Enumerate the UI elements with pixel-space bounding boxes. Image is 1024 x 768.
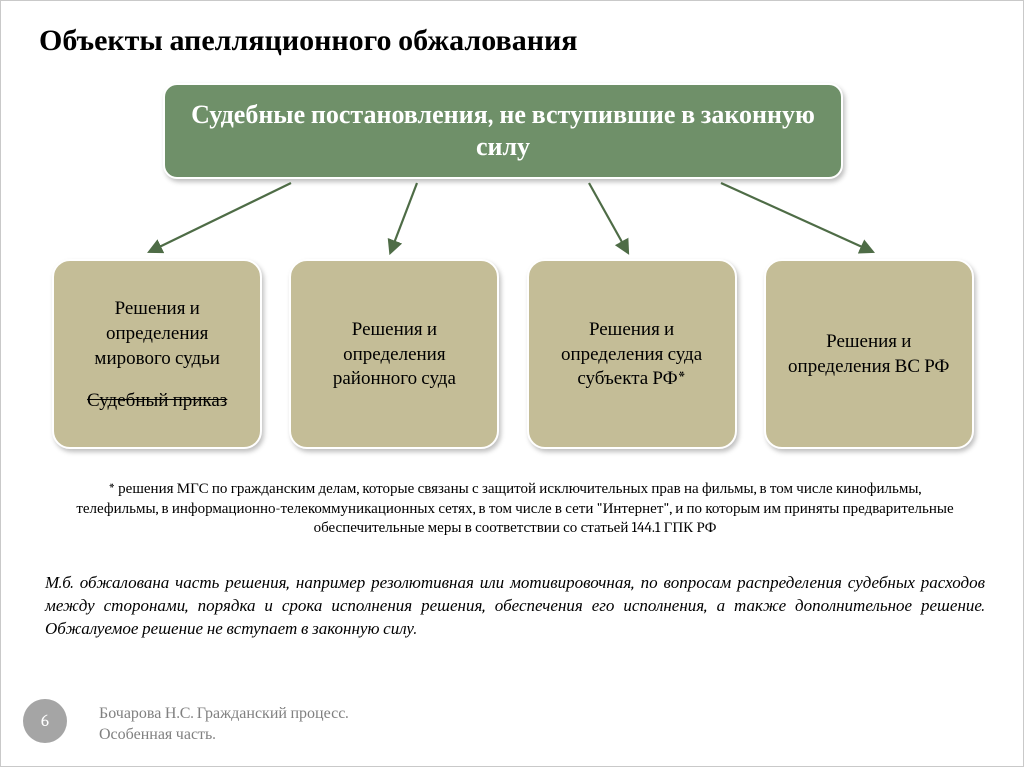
slide: Объекты апелляционного обжалования Судеб…: [0, 0, 1024, 767]
slide-title: Объекты апелляционного обжалования: [39, 23, 578, 58]
footnote-text: * решения МГС по гражданским делам, кото…: [75, 479, 955, 538]
leaf-box: Решения и определения суда субъекта РФ*: [527, 259, 737, 449]
paragraph-text: М.б. обжалована часть решения, например …: [45, 573, 985, 642]
leaf-box: Решения и определения мирового судьи Суд…: [52, 259, 262, 449]
footer-text: Бочарова Н.С. Гражданский процесс. Особе…: [99, 703, 349, 745]
leaf-text: Решения и определения мирового судьи: [68, 296, 246, 370]
leaf-text: Решения и определения районного суда: [305, 317, 483, 391]
top-box: Судебные постановления, не вступившие в …: [163, 83, 843, 179]
footer-line-1: Бочарова Н.С. Гражданский процесс.: [99, 703, 349, 724]
page-number-badge: 6: [23, 699, 67, 743]
footer-line-2: Особенная часть.: [99, 724, 349, 745]
top-box-text: Судебные постановления, не вступившие в …: [189, 99, 817, 164]
page-number: 6: [41, 712, 49, 731]
leaf-row: Решения и определения мирового судьи Суд…: [1, 259, 1024, 449]
leaf-text: Решения и определения суда субъекта РФ*: [543, 317, 721, 391]
leaf-box: Решения и определения ВС РФ: [764, 259, 974, 449]
leaf-struck: Судебный приказ: [87, 389, 227, 412]
leaf-text: Решения и определения ВС РФ: [780, 329, 958, 378]
leaf-box: Решения и определения районного суда: [289, 259, 499, 449]
